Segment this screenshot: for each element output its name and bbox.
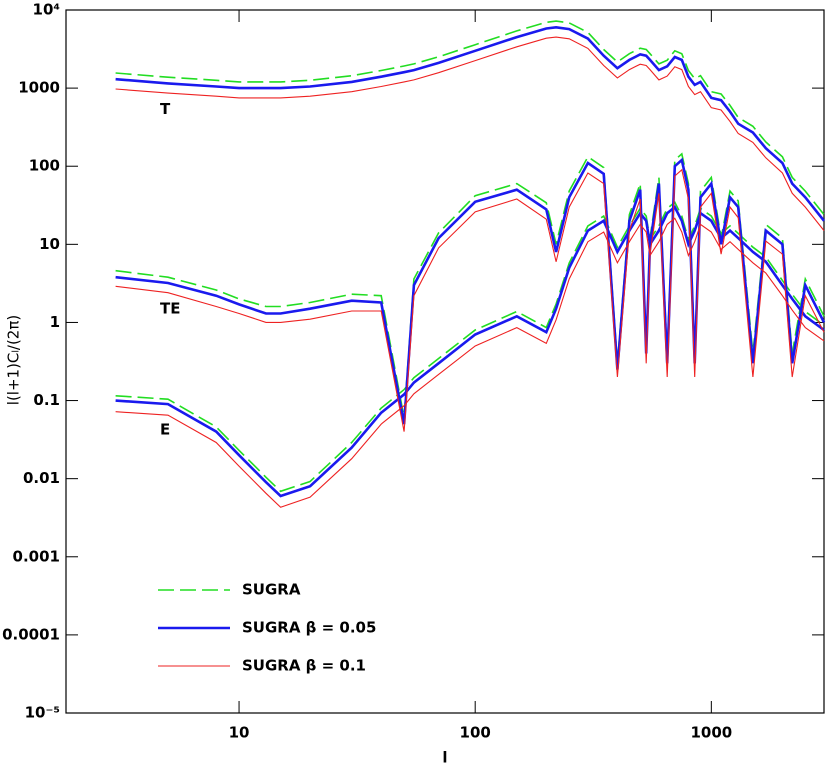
plot-frame [65, 9, 825, 714]
y-tick-label: 1000 [18, 79, 60, 97]
curve-e [115, 205, 825, 498]
curve-te [115, 168, 825, 432]
curve-label: T [160, 100, 171, 118]
curve-label: E [160, 421, 170, 439]
x-axis-label: l [442, 749, 447, 767]
x-tick-label: 10 [229, 724, 250, 742]
y-axis-label: l(l+1)Cₗ/(2π) [5, 315, 23, 405]
curve-e [115, 201, 825, 493]
curve-t [115, 25, 826, 222]
curve-label: TE [160, 299, 180, 317]
y-tick-label: 0.1 [33, 391, 60, 409]
y-tick-label: 0.0001 [2, 625, 60, 643]
curve-e [115, 217, 825, 508]
x-tick-label: 100 [460, 724, 491, 742]
legend-label: SUGRA β = 0.05 [242, 619, 376, 637]
y-tick-label: 0.01 [23, 469, 60, 487]
y-tick-label: 10⁻⁵ [25, 704, 60, 722]
x-tick-label: 1000 [690, 724, 732, 742]
legend-label: SUGRA [242, 581, 301, 599]
y-tick-label: 100 [29, 157, 60, 175]
curve-t [115, 20, 825, 216]
y-tick-label: 1 [50, 313, 60, 331]
legend-label: SUGRA β = 0.1 [242, 657, 366, 675]
y-tick-label: 10⁴ [33, 1, 60, 19]
curve-t [115, 36, 825, 231]
curve-te [115, 152, 825, 419]
curve-te [115, 157, 826, 425]
y-tick-label: 0.001 [13, 547, 60, 565]
y-tick-label: 10 [39, 235, 60, 253]
